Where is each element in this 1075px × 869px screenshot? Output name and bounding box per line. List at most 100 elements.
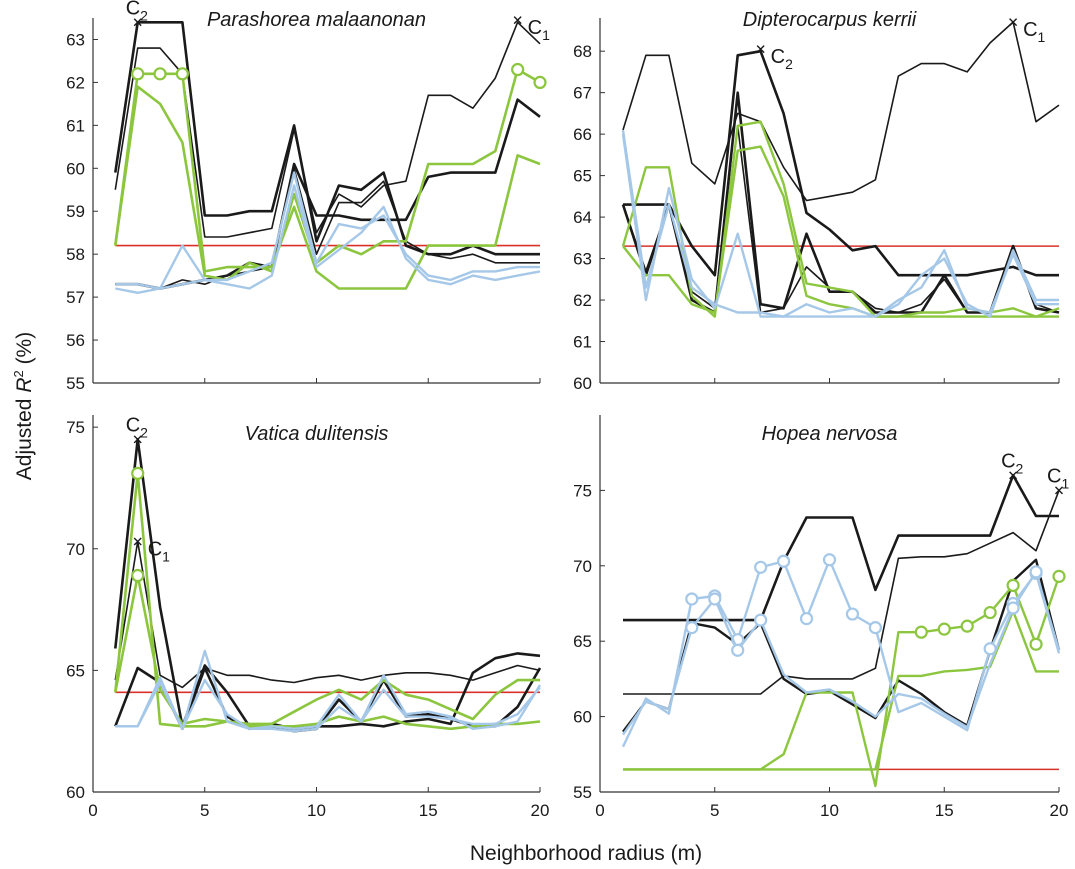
series-marker	[685, 592, 699, 606]
y-axis-title-superscript: 2	[11, 370, 26, 377]
annotation-label: C2	[126, 414, 148, 440]
panel-title: Hopea nervosa	[762, 423, 898, 445]
y-tick-label: 63	[573, 250, 592, 269]
series-marker	[1029, 637, 1043, 651]
series-line-green-4	[623, 609, 1059, 771]
series-marker	[868, 621, 883, 635]
panel-dipterocarpus-kerrii: Dipterocarpus kerrii 60 61 62 63 64 65 66 67 68 C…	[573, 9, 1060, 393]
y-tick-label: 62	[66, 73, 85, 92]
annotation-cross-marker	[133, 537, 142, 546]
series-line-blue-7	[621, 129, 1059, 318]
series-marker	[822, 553, 837, 567]
panel-parashorea-malaanonan: Parashorea malaanonan 55 56 57 58 59 60 61 62 63…	[66, 0, 550, 393]
series-marker	[731, 643, 745, 657]
series-marker	[845, 607, 860, 621]
annotation-label: C1	[528, 17, 550, 43]
y-tick-label: 56	[66, 331, 85, 350]
y-axis-title: Adjusted R2 (%)	[11, 332, 36, 480]
series-marker	[1006, 601, 1020, 615]
x-tick-label: 0	[88, 801, 97, 820]
y-axis-title-variable: R	[13, 378, 36, 393]
y-tick-label: 65	[66, 661, 85, 680]
x-tick-label: 5	[200, 801, 209, 820]
x-tick-label: 10	[820, 801, 839, 820]
y-axis-title-prefix: Adjusted	[13, 393, 36, 481]
series-line-black-0	[623, 473, 1059, 622]
y-tick-label: 60	[66, 159, 85, 178]
series-line-green-4	[114, 72, 541, 290]
series-line-black-1	[623, 490, 1060, 695]
series-marker	[983, 605, 997, 620]
series-marker	[754, 613, 768, 627]
series-marker	[1006, 578, 1020, 593]
series-marker	[776, 554, 791, 568]
x-axis-title: Neighborhood radius (m)	[470, 842, 702, 865]
y-axis-title-suffix: (%)	[13, 332, 36, 371]
series-line-blue-5	[115, 649, 542, 730]
annotation-cross-marker	[133, 18, 142, 27]
y-tick-label: 70	[66, 540, 85, 559]
y-tick-label: 65	[573, 167, 592, 186]
series-line-blue-7	[115, 171, 540, 290]
series-marker	[153, 67, 167, 81]
annotation-cross-marker	[1009, 18, 1018, 27]
series-marker	[1052, 569, 1066, 583]
series-line-green-5	[114, 68, 541, 282]
x-tick-label: 15	[935, 801, 954, 820]
annotation-cross-marker	[513, 16, 522, 25]
y-tick-label: 62	[573, 291, 592, 310]
annotation-label: C2	[1001, 450, 1023, 476]
series-marker	[754, 560, 768, 574]
series-line-black-1	[623, 49, 1059, 277]
series-line-blue-6	[115, 676, 541, 733]
series-line-blue-6	[115, 184, 541, 294]
y-tick-label: 60	[573, 374, 592, 393]
series-line-black-2	[115, 98, 541, 290]
y-tick-label: 60	[66, 783, 85, 802]
series-marker	[799, 611, 814, 626]
x-tick-label: 0	[595, 801, 604, 820]
x-tick-label: 15	[419, 801, 438, 820]
y-tick-label: 70	[573, 557, 592, 576]
y-tick-label: 68	[573, 42, 592, 61]
x-tick-label: 10	[307, 801, 326, 820]
series-line-blue-6	[621, 133, 1059, 318]
annotation-cross-marker	[1055, 486, 1063, 495]
series-line-black-3	[115, 167, 540, 290]
annotation-label: C1	[148, 538, 170, 564]
y-tick-label: 58	[66, 245, 85, 264]
y-tick-label: 75	[66, 418, 85, 437]
series-marker	[914, 625, 928, 639]
annotation-label: C1	[1023, 19, 1045, 45]
series-marker	[131, 466, 145, 480]
y-tick-label: 55	[66, 374, 85, 393]
annotation-label: C2	[126, 0, 148, 23]
annotation-label: C1	[1047, 465, 1069, 491]
annotation-cross-marker	[133, 435, 142, 444]
y-tick-label: 61	[66, 116, 85, 135]
series-marker	[511, 62, 525, 77]
panel-hopea-nervosa: Hopea nervosa 55 60 65 70 75 0 5 10 15 20 C2 C1	[573, 415, 1069, 820]
y-tick-label: 64	[573, 208, 592, 227]
y-tick-label: 63	[66, 30, 85, 49]
y-tick-label: 60	[573, 708, 592, 727]
x-tick-label: 5	[710, 801, 719, 820]
series-marker	[1029, 565, 1043, 579]
y-tick-label: 59	[66, 202, 85, 221]
panel-title: Vatica dulitensis	[245, 423, 389, 445]
panel-title: Parashorea malaanonan	[207, 9, 426, 31]
series-marker	[685, 621, 699, 635]
annotation-cross-marker	[756, 45, 765, 54]
series-marker	[960, 619, 974, 633]
series-marker	[131, 568, 145, 583]
series-line-green-3	[114, 472, 541, 731]
y-tick-label: 57	[66, 288, 85, 307]
y-tick-label: 65	[573, 632, 592, 651]
y-tick-label: 61	[573, 333, 592, 352]
x-tick-label: 20	[1050, 801, 1069, 820]
series-line-black-1	[114, 21, 541, 238]
annotation-label: C2	[771, 46, 793, 72]
panel-vatica-dulitensis: Vatica dulitensis 60 65 70 75 0 5 10 15 20 C2 C1	[66, 414, 549, 820]
y-tick-label: 67	[573, 84, 592, 103]
